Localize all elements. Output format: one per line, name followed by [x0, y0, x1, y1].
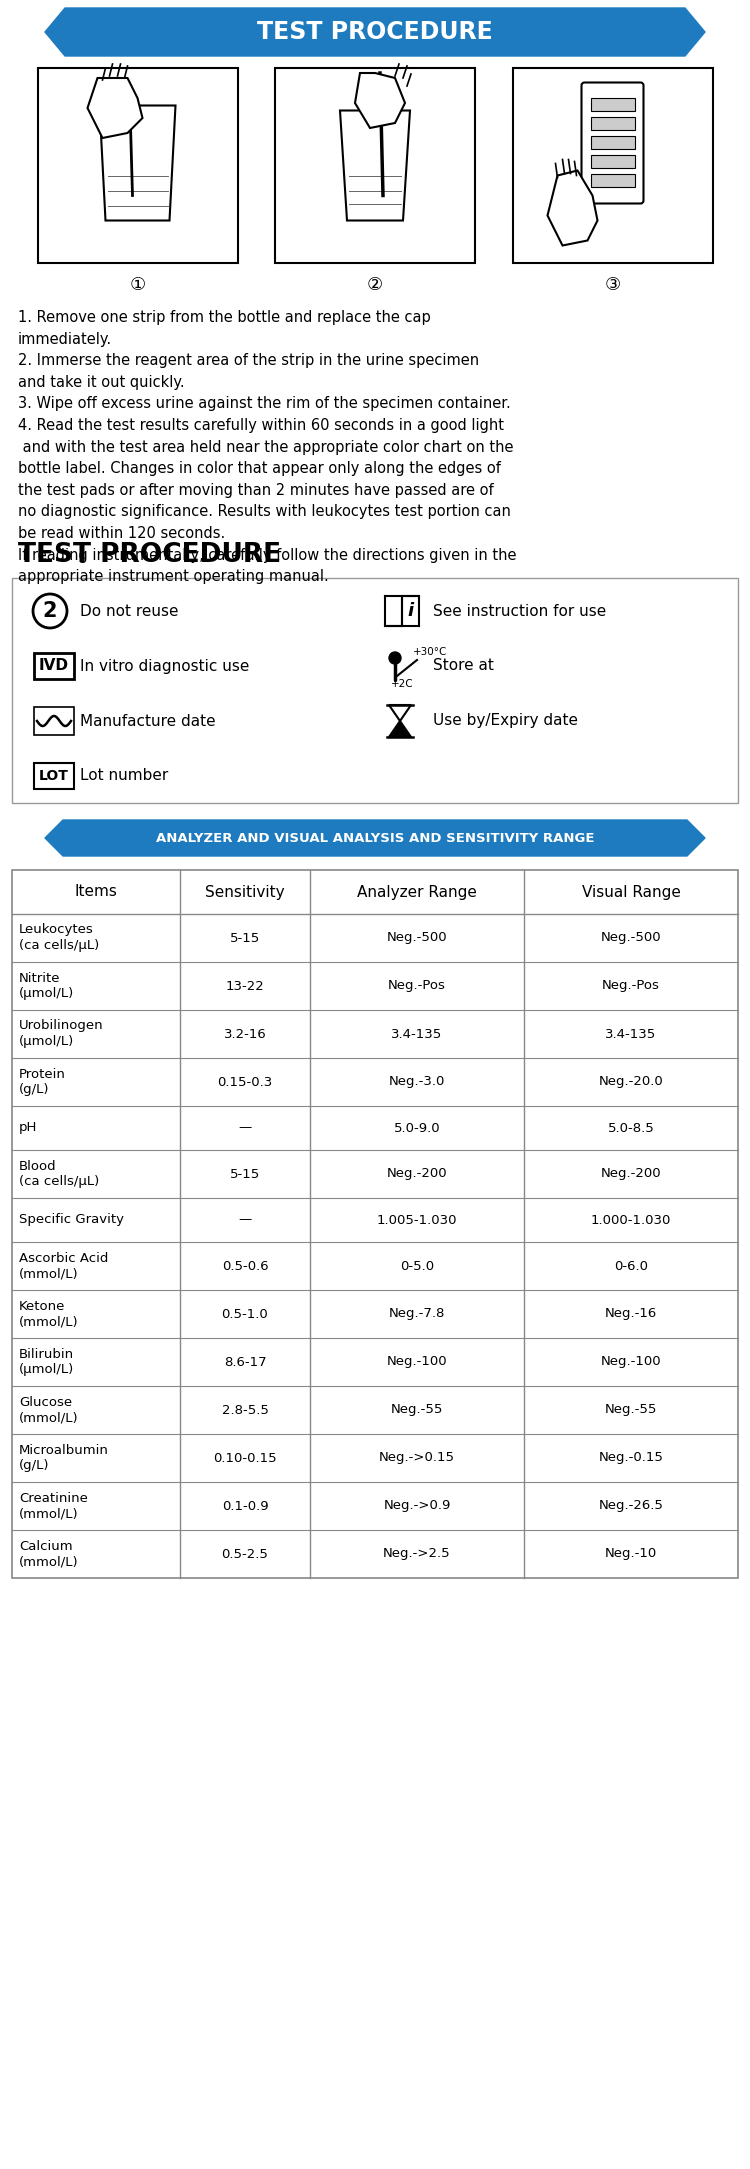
Text: Neg.-500: Neg.-500 [387, 931, 447, 944]
FancyBboxPatch shape [275, 67, 475, 262]
Text: Neg.->0.15: Neg.->0.15 [379, 1451, 455, 1464]
Text: 0.10-0.15: 0.10-0.15 [213, 1451, 277, 1464]
Text: 0.5-0.6: 0.5-0.6 [222, 1260, 268, 1273]
Text: Neg.-500: Neg.-500 [601, 931, 662, 944]
Text: Nitrite
(μmol/L): Nitrite (μmol/L) [19, 972, 74, 1000]
Text: pH: pH [19, 1121, 38, 1134]
Text: Analyzer Range: Analyzer Range [357, 885, 477, 900]
Text: 3.2-16: 3.2-16 [224, 1028, 266, 1041]
Text: Manufacture date: Manufacture date [80, 714, 216, 729]
FancyBboxPatch shape [590, 154, 634, 167]
Text: 0.5-2.5: 0.5-2.5 [221, 1546, 268, 1560]
Text: IVD: IVD [39, 659, 69, 675]
Text: ③: ③ [604, 275, 620, 295]
Text: Neg.-100: Neg.-100 [601, 1356, 662, 1369]
Text: ②: ② [367, 275, 383, 295]
Text: Glucose
(mmol/L): Glucose (mmol/L) [19, 1395, 79, 1425]
Text: 2.8-5.5: 2.8-5.5 [221, 1403, 268, 1416]
Text: 2: 2 [43, 601, 57, 620]
Text: +2C: +2C [391, 679, 414, 690]
Polygon shape [389, 720, 411, 737]
Text: 5-15: 5-15 [230, 931, 260, 944]
Text: 5-15: 5-15 [230, 1167, 260, 1180]
Text: Neg.-10: Neg.-10 [604, 1546, 657, 1560]
FancyBboxPatch shape [590, 117, 634, 130]
Text: 1.000-1.030: 1.000-1.030 [591, 1212, 671, 1225]
FancyBboxPatch shape [581, 82, 644, 204]
Text: TEST PROCEDURE: TEST PROCEDURE [257, 20, 493, 43]
Text: Protein
(g/L): Protein (g/L) [19, 1067, 66, 1098]
FancyBboxPatch shape [590, 134, 634, 147]
Text: Do not reuse: Do not reuse [80, 603, 178, 618]
Text: In vitro diagnostic use: In vitro diagnostic use [80, 659, 249, 675]
Text: Blood
(ca cells/μL): Blood (ca cells/μL) [19, 1160, 99, 1189]
Text: Neg.-0.15: Neg.-0.15 [598, 1451, 664, 1464]
Text: 1.005-1.030: 1.005-1.030 [376, 1212, 458, 1225]
Polygon shape [45, 9, 705, 56]
Text: Ketone
(mmol/L): Ketone (mmol/L) [19, 1299, 79, 1327]
Text: 1. Remove one strip from the bottle and replace the cap
immediately.
2. Immerse : 1. Remove one strip from the bottle and … [18, 310, 517, 583]
Text: Leukocytes
(ca cells/μL): Leukocytes (ca cells/μL) [19, 924, 99, 952]
Text: Bilirubin
(μmol/L): Bilirubin (μmol/L) [19, 1347, 74, 1377]
Text: 0.15-0.3: 0.15-0.3 [217, 1076, 273, 1089]
Text: Neg.->0.9: Neg.->0.9 [383, 1499, 451, 1512]
Text: Lot number: Lot number [80, 768, 168, 783]
Text: 0.1-0.9: 0.1-0.9 [222, 1499, 268, 1512]
Text: —: — [238, 1121, 251, 1134]
Text: Ascorbic Acid
(mmol/L): Ascorbic Acid (mmol/L) [19, 1252, 108, 1280]
Text: Neg.-20.0: Neg.-20.0 [598, 1076, 663, 1089]
Text: 5.0-8.5: 5.0-8.5 [608, 1121, 654, 1134]
Text: 8.6-17: 8.6-17 [224, 1356, 266, 1369]
Text: Specific Gravity: Specific Gravity [19, 1212, 124, 1225]
Text: Neg.-26.5: Neg.-26.5 [598, 1499, 664, 1512]
Text: i: i [407, 603, 413, 620]
Text: Neg.-100: Neg.-100 [387, 1356, 447, 1369]
Polygon shape [45, 820, 705, 857]
Text: 3.4-135: 3.4-135 [392, 1028, 442, 1041]
Text: Creatinine
(mmol/L): Creatinine (mmol/L) [19, 1492, 88, 1520]
Text: —: — [238, 1212, 251, 1225]
Text: Neg.-Pos: Neg.-Pos [602, 980, 660, 993]
Text: Neg.->2.5: Neg.->2.5 [383, 1546, 451, 1560]
Text: +30°C: +30°C [413, 646, 447, 657]
Text: Neg.-7.8: Neg.-7.8 [388, 1308, 445, 1321]
Polygon shape [548, 171, 598, 245]
Circle shape [389, 653, 401, 664]
Text: Store at: Store at [433, 659, 494, 675]
Text: 3.4-135: 3.4-135 [605, 1028, 657, 1041]
FancyBboxPatch shape [12, 577, 738, 803]
Text: 0-6.0: 0-6.0 [614, 1260, 648, 1273]
Text: Calcium
(mmol/L): Calcium (mmol/L) [19, 1540, 79, 1568]
Text: 0-5.0: 0-5.0 [400, 1260, 434, 1273]
Text: 5.0-9.0: 5.0-9.0 [394, 1121, 440, 1134]
FancyBboxPatch shape [512, 67, 712, 262]
Text: Sensitivity: Sensitivity [206, 885, 285, 900]
Text: Visual Range: Visual Range [581, 885, 680, 900]
FancyBboxPatch shape [590, 174, 634, 187]
Text: 13-22: 13-22 [226, 980, 264, 993]
FancyBboxPatch shape [38, 67, 238, 262]
Text: Neg.-200: Neg.-200 [387, 1167, 447, 1180]
Text: Neg.-55: Neg.-55 [391, 1403, 443, 1416]
Text: Neg.-200: Neg.-200 [601, 1167, 662, 1180]
Text: Neg.-16: Neg.-16 [604, 1308, 657, 1321]
FancyBboxPatch shape [12, 870, 738, 1579]
Text: Neg.-Pos: Neg.-Pos [388, 980, 446, 993]
Text: Microalbumin
(g/L): Microalbumin (g/L) [19, 1445, 109, 1473]
Text: Neg.-55: Neg.-55 [604, 1403, 657, 1416]
FancyBboxPatch shape [590, 98, 634, 111]
Text: Neg.-3.0: Neg.-3.0 [388, 1076, 445, 1089]
Text: 0.5-1.0: 0.5-1.0 [222, 1308, 268, 1321]
Text: ①: ① [130, 275, 146, 295]
Text: Items: Items [74, 885, 118, 900]
Text: Urobilinogen
(μmol/L): Urobilinogen (μmol/L) [19, 1019, 104, 1048]
Text: ANALYZER AND VISUAL ANALYSIS AND SENSITIVITY RANGE: ANALYZER AND VISUAL ANALYSIS AND SENSITI… [156, 831, 594, 844]
Polygon shape [355, 74, 405, 128]
Text: TEST PROCEDURE: TEST PROCEDURE [18, 542, 281, 568]
Text: See instruction for use: See instruction for use [433, 603, 606, 618]
Text: Use by/Expiry date: Use by/Expiry date [433, 714, 578, 729]
Text: LOT: LOT [39, 770, 69, 783]
Polygon shape [88, 78, 142, 139]
